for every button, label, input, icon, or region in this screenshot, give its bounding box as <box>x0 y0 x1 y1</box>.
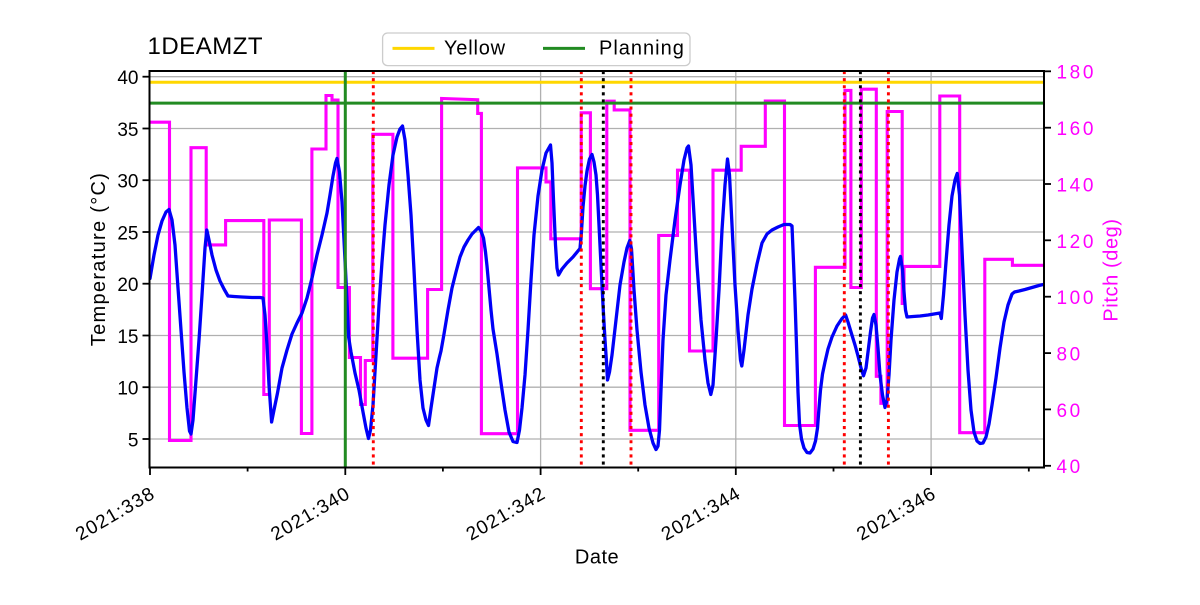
svg-text:140: 140 <box>1057 175 1097 196</box>
svg-text:40: 40 <box>1057 457 1083 478</box>
svg-text:Yellow: Yellow <box>444 38 506 60</box>
svg-text:60: 60 <box>1057 401 1083 422</box>
svg-text:100: 100 <box>1057 288 1097 309</box>
svg-text:160: 160 <box>1057 119 1097 140</box>
svg-text:120: 120 <box>1057 232 1097 253</box>
svg-text:5: 5 <box>128 430 139 451</box>
svg-text:Temperature (°C): Temperature (°C) <box>88 172 110 346</box>
svg-text:180: 180 <box>1057 63 1097 84</box>
svg-text:35: 35 <box>117 120 138 141</box>
svg-text:Pitch (deg): Pitch (deg) <box>1101 218 1123 321</box>
svg-text:80: 80 <box>1057 344 1083 365</box>
svg-text:30: 30 <box>117 172 138 193</box>
svg-text:10: 10 <box>117 379 138 400</box>
svg-text:40: 40 <box>117 68 138 89</box>
svg-text:Planning: Planning <box>599 38 685 60</box>
svg-text:1DEAMZT: 1DEAMZT <box>148 33 264 60</box>
svg-text:Date: Date <box>575 547 619 569</box>
svg-text:15: 15 <box>117 327 138 348</box>
svg-text:20: 20 <box>117 275 138 296</box>
svg-text:25: 25 <box>117 223 138 244</box>
